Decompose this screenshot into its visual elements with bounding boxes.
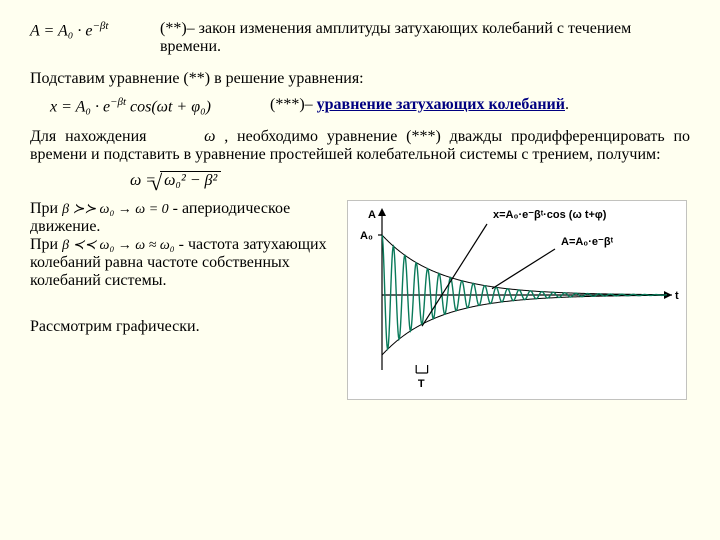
amplitude-law-note: (**)– закон изменения амплитуды затухающ… (160, 20, 690, 56)
cases-text: При β ≻≻ ω₀ → ω = 0 - апериодическое дви… (30, 200, 347, 405)
equation-damped: x = A₀ · e−βt cos(ωt + φ₀) (***)– уравне… (30, 96, 690, 116)
final-text: Рассмотрим графически. (30, 318, 347, 336)
svg-text:A: A (368, 209, 376, 221)
case-aperiodic: При β ≻≻ ω₀ → ω = 0 - апериодическое дви… (30, 200, 347, 236)
case-natural-freq: При β ≺≺ ω₀ → ω ≈ ω₀ - частота затухающи… (30, 236, 347, 290)
svg-text:t: t (675, 290, 679, 302)
svg-text:A=A₀·e⁻βᵗ: A=A₀·e⁻βᵗ (561, 236, 614, 248)
svg-text:T: T (418, 378, 425, 390)
omega-formula: ω = √ ω₀² − β² (30, 172, 690, 190)
substitute-text: Подставим уравнение (**) в решение уравн… (30, 70, 690, 88)
equation-amplitude-law: A = A₀ · e−βt (**)– закон изменения ампл… (30, 20, 690, 56)
omega-paragraph: Для нахождения ω , необходимо уравнение … (30, 128, 690, 164)
cases-and-chart: При β ≻≻ ω₀ → ω = 0 - апериодическое дви… (30, 200, 690, 405)
svg-text:A₀: A₀ (360, 230, 373, 242)
formula-amplitude: A = A₀ · e−βt (30, 20, 160, 40)
svg-text:x=A₀·e⁻βᵗ·cos (ω t+φ): x=A₀·e⁻βᵗ·cos (ω t+φ) (493, 209, 607, 221)
damped-note: (***)– уравнение затухающих колебаний. (270, 96, 690, 114)
formula-damped: x = A₀ · e−βt cos(ωt + φ₀) (30, 96, 270, 116)
damped-oscillation-chart: A₀ At Tx=A₀·e⁻βᵗ·cos (ω t+φ) A=A₀·e⁻βᵗ (347, 200, 690, 405)
